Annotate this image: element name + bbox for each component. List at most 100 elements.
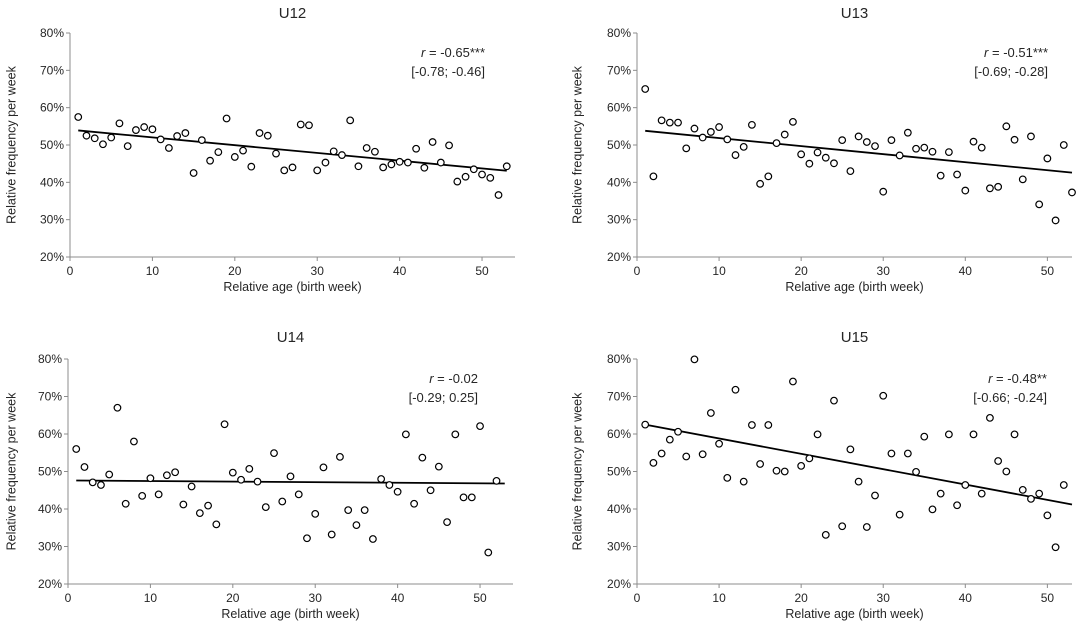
data-point [903,449,912,458]
data-point [420,163,429,172]
data-point [294,490,303,499]
data-point [1035,200,1044,209]
data-point [871,491,879,500]
data-point [748,421,756,429]
x-tick-label: 40 [393,264,407,278]
data-point [428,138,437,146]
y-axis-label: Relative frequency per week [4,392,18,550]
data-point [756,460,765,468]
data-point [748,120,756,129]
data-point [401,430,410,439]
data-point [403,158,412,167]
data-point [657,449,666,458]
data-point [121,499,130,508]
data-point [296,120,305,129]
data-point [204,501,212,510]
data-point [879,187,888,196]
data-point [494,191,503,199]
data-point [476,422,484,431]
data-point [994,457,1003,465]
data-point [377,475,386,483]
data-point [329,147,338,156]
r-symbol: r [984,45,989,60]
data-point [887,136,896,145]
data-point [346,116,355,125]
data-point [105,470,114,479]
x-tick-label: 20 [794,264,808,278]
data-point [821,153,830,162]
data-point [879,391,888,400]
data-point [1018,485,1027,494]
confidence-interval: [-0.66; -0.24] [973,390,1047,405]
data-point [805,159,814,168]
y-axis-label: Relative frequency per week [570,392,584,550]
chart-panel-u13: U13 20% 30% 40% 50% 60% 70% 80% 0 10 20 30 40 50 Relat… [570,5,1076,294]
x-tick-label: 50 [1041,264,1055,278]
data-point [181,129,190,137]
data-point [379,163,388,172]
data-point [245,464,254,473]
x-tick-label: 50 [1041,591,1055,605]
data-point [961,481,970,489]
data-point [82,131,91,140]
data-point [986,413,994,422]
data-point [156,135,165,144]
chart-panel-u12: U12 20% 30% 40% 50% 60% 70% 80% 0 10 20 30 40 50 Relat… [4,5,515,294]
data-point [977,143,986,152]
x-tick-label: 0 [67,264,74,278]
data-point [649,458,658,467]
y-tick-label: 60% [607,101,631,115]
y-tick-label: 30% [38,540,62,554]
y-tick-label: 40% [38,502,62,516]
data-point [72,445,81,453]
data-point [197,136,206,145]
data-point [418,453,427,462]
r-value: = -0.02 [434,371,478,386]
data-point [928,147,937,156]
data-point [140,123,149,131]
data-point [443,518,451,527]
confidence-interval: [-0.78; -0.46] [411,64,485,79]
data-point [756,179,765,188]
y-tick-label: 60% [607,427,631,441]
data-point [657,116,666,125]
chart-title: U15 [841,329,869,346]
data-point [173,132,182,140]
data-point [230,153,239,161]
r-symbol: r [421,45,426,60]
x-tick-label: 0 [634,591,641,605]
data-point [862,523,871,531]
data-point [278,497,287,506]
data-point [502,162,511,171]
data-point [362,144,371,152]
data-point [426,486,435,495]
data-point [360,506,369,515]
data-point [154,490,163,499]
data-point [288,163,297,172]
data-point [187,482,196,491]
data-point [764,172,773,181]
r-value: = -0.48** [992,371,1047,386]
data-point [467,493,476,502]
data-point [80,463,89,471]
x-tick-label: 10 [144,591,158,605]
data-point [846,445,855,454]
data-point [1035,489,1044,498]
y-tick-label: 30% [607,213,631,227]
data-point [410,499,419,508]
data-point [99,140,107,149]
data-point [354,162,363,171]
data-point [1027,494,1035,503]
r-value: = -0.65*** [425,45,485,60]
data-point [461,172,470,181]
data-point [1059,141,1068,149]
data-point [698,133,707,142]
data-point [1051,216,1060,225]
y-tick-label: 80% [38,352,62,366]
data-point [412,144,421,153]
data-point [206,156,214,165]
trend-line [645,423,1073,506]
data-point [1002,467,1011,476]
confidence-interval: [-0.29; 0.25] [409,390,478,405]
